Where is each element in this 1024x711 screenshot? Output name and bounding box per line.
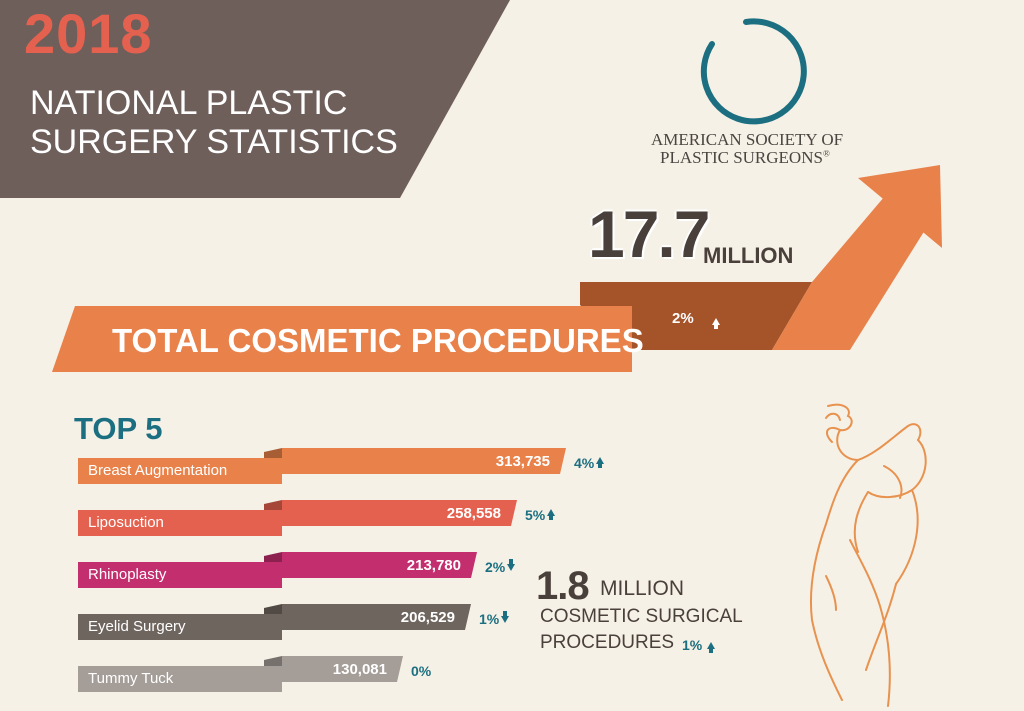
bar-category-label: Breast Augmentation — [88, 462, 228, 479]
bar-change-label: 2% — [485, 559, 506, 575]
header-band — [0, 0, 510, 198]
bar-value-label: 213,780 — [406, 557, 461, 574]
bar-value-label: 313,735 — [495, 453, 550, 470]
bar-label-band — [78, 458, 282, 484]
bar-label-band — [78, 510, 282, 536]
org-name-line-1: AMERICAN SOCIETY OF — [651, 130, 844, 149]
arrow-stem — [549, 515, 553, 520]
up-arrow-icon — [707, 642, 715, 653]
bar-value-label: 258,558 — [446, 505, 501, 522]
bar-value-ribbon — [282, 604, 471, 630]
title-line-1: NATIONAL PLASTIC — [30, 84, 348, 122]
bar-change-label: 1% — [479, 611, 500, 627]
total-change: 2% — [672, 310, 694, 327]
total-unit: MILLION — [703, 243, 794, 268]
surgical-unit: MILLION — [600, 577, 685, 600]
org-name-text: PLASTIC SURGEONS — [660, 148, 823, 167]
bar-value-ribbon — [282, 448, 566, 474]
bar-value-ribbon — [282, 552, 477, 578]
bar-change-label: 4% — [574, 455, 595, 471]
bar-value-label: 206,529 — [400, 609, 455, 626]
chart-title: TOP 5 — [74, 411, 163, 446]
arrow-stem — [598, 463, 602, 468]
surgical-number: 1.8 — [536, 564, 590, 608]
total-label: TOTAL COSMETIC PROCEDURES — [112, 322, 644, 359]
bar-label-band — [78, 614, 282, 640]
bar-category-label: Tummy Tuck — [88, 670, 174, 687]
bar-change-label: 5% — [525, 507, 546, 523]
surgical-label-line-2: PROCEDURES — [540, 632, 675, 653]
bar-category-label: Liposuction — [88, 514, 164, 531]
surgical-change: 1% — [682, 637, 703, 653]
down-arrow-icon — [501, 616, 509, 623]
up-arrow-icon — [712, 318, 720, 329]
circle-logo — [700, 18, 807, 125]
arrow-stem — [503, 611, 507, 616]
bar-label-band — [78, 666, 282, 692]
total-number: 17.7 — [588, 197, 710, 271]
bar-value-ribbon — [282, 656, 403, 682]
bar-value-label: 130,081 — [332, 661, 387, 678]
registered-mark: ® — [822, 148, 830, 159]
surgical-label-line-1: COSMETIC SURGICAL — [540, 606, 743, 627]
body-outline-illustration — [809, 403, 927, 707]
bar-category-label: Eyelid Surgery — [88, 618, 186, 635]
bar-label-band — [78, 562, 282, 588]
top5-bars — [78, 448, 604, 692]
arrow-stem — [509, 559, 513, 564]
org-name-line-2: PLASTIC SURGEONS® — [660, 149, 830, 166]
year-heading: 2018 — [24, 2, 153, 65]
bar-value-ribbon — [282, 500, 517, 526]
total-arrow-graphic — [52, 165, 942, 372]
title-line-2: SURGERY STATISTICS — [30, 123, 398, 161]
bar-change-label: 0% — [411, 663, 432, 679]
down-arrow-icon — [507, 564, 515, 571]
up-arrow-icon — [596, 457, 604, 464]
bar-category-label: Rhinoplasty — [88, 566, 167, 583]
up-arrow-icon — [547, 509, 555, 516]
